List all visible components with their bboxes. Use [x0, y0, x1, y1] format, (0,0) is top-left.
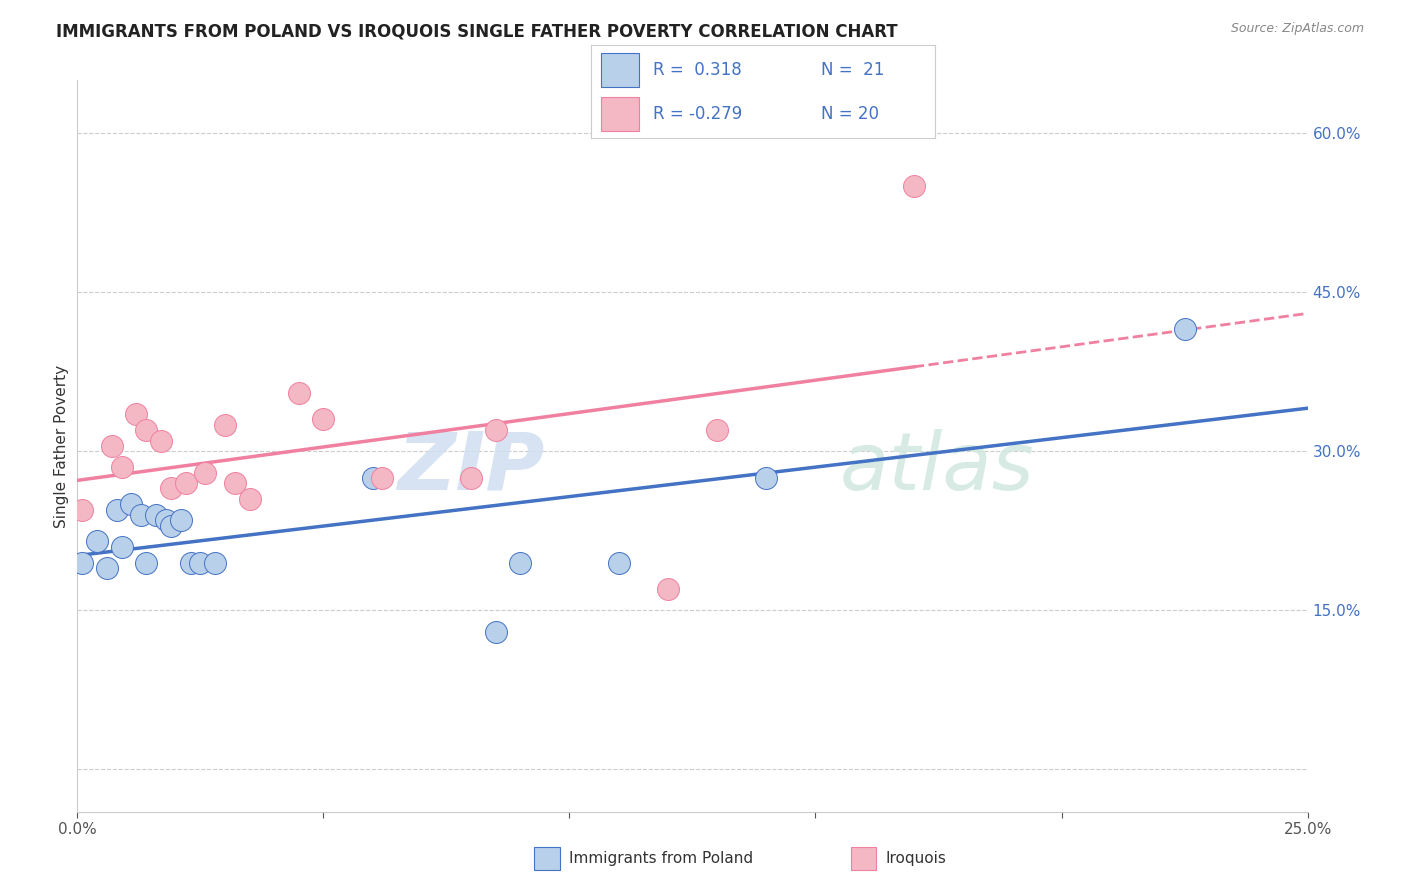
Point	[170, 513, 193, 527]
Text: R =  0.318: R = 0.318	[652, 61, 741, 78]
Point	[135, 556, 157, 570]
Bar	[600, 53, 638, 87]
Point	[903, 179, 925, 194]
Point	[361, 471, 384, 485]
Point	[160, 482, 183, 496]
Text: N = 20: N = 20	[821, 105, 879, 123]
Point	[129, 508, 153, 522]
Point	[155, 513, 177, 527]
Point	[657, 582, 679, 596]
Y-axis label: Single Father Poverty: Single Father Poverty	[53, 365, 69, 527]
Point	[288, 386, 311, 401]
Point	[485, 624, 508, 639]
Text: atlas: atlas	[841, 429, 1035, 507]
Point	[180, 556, 202, 570]
Text: Immigrants from Poland: Immigrants from Poland	[569, 852, 754, 866]
Point	[194, 466, 217, 480]
Point	[105, 502, 128, 516]
Point	[145, 508, 167, 522]
Point	[70, 556, 93, 570]
Point	[485, 423, 508, 437]
Point	[706, 423, 728, 437]
Text: Source: ZipAtlas.com: Source: ZipAtlas.com	[1230, 22, 1364, 36]
Point	[86, 534, 108, 549]
Point	[160, 518, 183, 533]
Point	[312, 412, 335, 426]
Point	[111, 540, 132, 554]
Point	[460, 471, 482, 485]
Point	[239, 491, 262, 506]
Point	[188, 556, 212, 570]
Point	[607, 556, 630, 570]
Bar	[600, 97, 638, 131]
Text: N =  21: N = 21	[821, 61, 884, 78]
Text: ZIP: ZIP	[398, 429, 546, 507]
Point	[121, 497, 143, 511]
Point	[224, 476, 246, 491]
Text: R = -0.279: R = -0.279	[652, 105, 742, 123]
Point	[125, 407, 148, 421]
Point	[214, 417, 236, 432]
Point	[1174, 322, 1197, 336]
Point	[150, 434, 173, 448]
Point	[204, 556, 226, 570]
Point	[371, 471, 394, 485]
Point	[111, 460, 132, 475]
Point	[509, 556, 531, 570]
Text: Iroquois: Iroquois	[886, 852, 946, 866]
Text: IMMIGRANTS FROM POLAND VS IROQUOIS SINGLE FATHER POVERTY CORRELATION CHART: IMMIGRANTS FROM POLAND VS IROQUOIS SINGL…	[56, 22, 898, 40]
Point	[101, 439, 124, 453]
Point	[70, 502, 93, 516]
Point	[755, 471, 778, 485]
Point	[135, 423, 157, 437]
Point	[174, 476, 197, 491]
Point	[96, 561, 118, 575]
